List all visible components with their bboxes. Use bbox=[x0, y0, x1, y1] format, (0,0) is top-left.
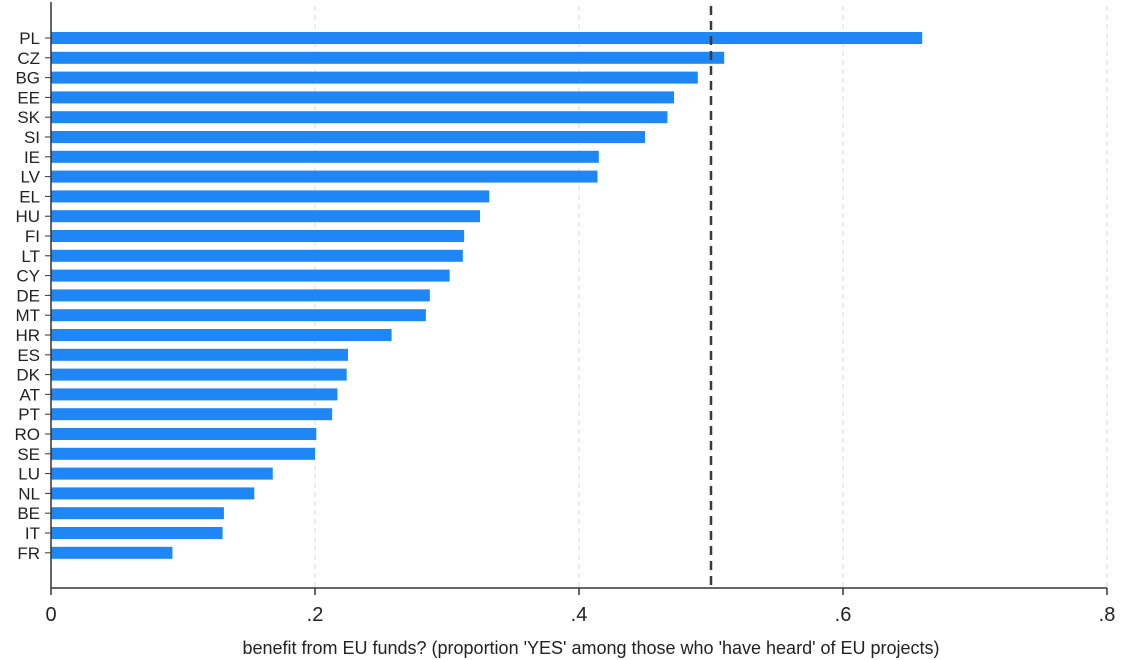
category-label: LV bbox=[20, 168, 40, 187]
bar-pt bbox=[51, 408, 333, 421]
category-label: NL bbox=[18, 484, 40, 503]
bar-lu bbox=[51, 467, 273, 480]
category-label: EL bbox=[19, 187, 40, 206]
bar-bg bbox=[51, 71, 698, 84]
bar-de bbox=[51, 289, 430, 302]
category-label: LU bbox=[18, 465, 40, 484]
bar-lv bbox=[51, 170, 598, 183]
category-label: RO bbox=[15, 425, 41, 444]
category-label: SI bbox=[24, 128, 40, 147]
bar-mt bbox=[51, 309, 426, 322]
bars bbox=[51, 32, 923, 559]
category-label: PL bbox=[19, 29, 40, 48]
bar-fr bbox=[51, 546, 173, 559]
x-tick-labels: 0 .2 .4 .6 .8 bbox=[45, 604, 1115, 626]
bar-ro bbox=[51, 428, 317, 440]
x-tick-label: .8 bbox=[1099, 604, 1116, 626]
category-label: HR bbox=[15, 326, 40, 345]
x-tick-label: .6 bbox=[835, 604, 852, 626]
bar-hr bbox=[51, 329, 392, 341]
category-label: LT bbox=[21, 247, 40, 266]
x-tick-label: .4 bbox=[571, 604, 588, 626]
category-label: BG bbox=[15, 69, 40, 88]
category-label: IT bbox=[25, 524, 40, 543]
x-tick-label: .2 bbox=[307, 604, 324, 626]
bar-dk bbox=[51, 368, 347, 381]
category-labels: PLCZBGEESKSIIELVELHUFILTCYDEMTHRESDKATPT… bbox=[15, 29, 41, 563]
bar-pl bbox=[51, 32, 923, 44]
category-label: CY bbox=[16, 267, 40, 286]
category-label: DE bbox=[16, 286, 40, 305]
category-label: SK bbox=[17, 108, 40, 127]
category-label: MT bbox=[15, 306, 40, 325]
bar-nl bbox=[51, 487, 255, 500]
category-label: FR bbox=[17, 544, 40, 563]
bar-cy bbox=[51, 269, 450, 282]
bar-at bbox=[51, 388, 338, 401]
bar-it bbox=[51, 527, 223, 539]
bar-si bbox=[51, 131, 645, 143]
category-label: ES bbox=[17, 346, 40, 365]
bar-el bbox=[51, 190, 490, 203]
category-label: DK bbox=[16, 366, 40, 385]
x-axis-title: benefit from EU funds? (proportion 'YES'… bbox=[242, 638, 939, 658]
axes bbox=[45, 2, 1108, 595]
bar-se bbox=[51, 447, 315, 460]
bar-lt bbox=[51, 249, 463, 262]
category-label: HU bbox=[15, 207, 40, 226]
category-label: CZ bbox=[17, 49, 40, 68]
bar-sk bbox=[51, 111, 668, 124]
category-label: PT bbox=[18, 405, 40, 424]
bar-hu bbox=[51, 210, 480, 223]
bar-ie bbox=[51, 150, 599, 163]
x-tick-label: 0 bbox=[45, 604, 56, 626]
category-label: BE bbox=[17, 504, 40, 523]
category-label: FI bbox=[25, 227, 40, 246]
bar-cz bbox=[51, 51, 725, 64]
bar-ee bbox=[51, 91, 675, 104]
bar-fi bbox=[51, 230, 465, 242]
bar-be bbox=[51, 507, 224, 520]
category-label: SE bbox=[17, 445, 40, 464]
category-label: EE bbox=[17, 88, 40, 107]
category-label: IE bbox=[24, 148, 40, 167]
category-label: AT bbox=[20, 385, 40, 404]
bar-es bbox=[51, 348, 348, 361]
